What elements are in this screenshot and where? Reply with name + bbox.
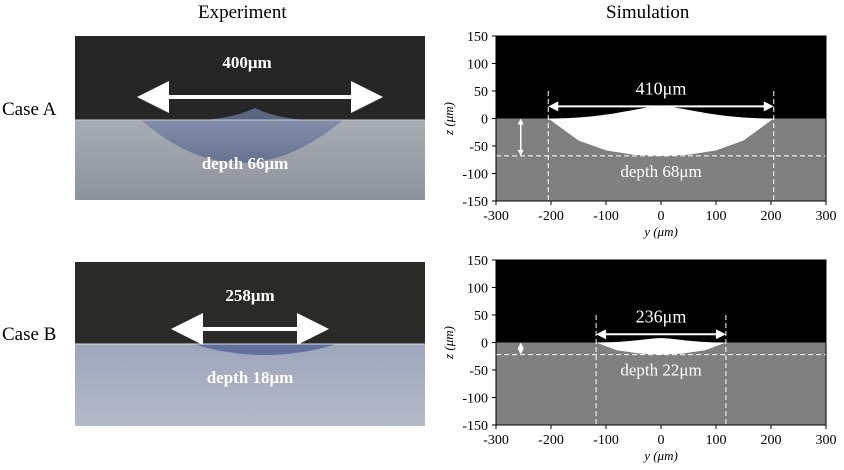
air-region (496, 36, 826, 119)
simulation-width-label: 410μm (636, 78, 687, 98)
experiment-column-title: Experiment (198, 2, 287, 23)
y-tick-label: -50 (469, 140, 488, 155)
y-tick-label: 0 (481, 337, 488, 352)
depth-arrow-top-head (517, 342, 524, 349)
y-tick-label: 50 (474, 85, 488, 100)
y-tick-label: 150 (467, 30, 488, 45)
y-tick-label: -150 (462, 419, 488, 434)
x-axis-label: y (μm) (642, 448, 678, 463)
y-tick-label: 100 (467, 58, 488, 73)
y-tick-label: 0 (481, 113, 488, 128)
melt-pool-shape (596, 338, 726, 355)
x-tick-label: -200 (538, 209, 564, 224)
case-b-label: Case B (2, 324, 57, 345)
simulation-plot-case-b: 236μm depth 22μm 150 100 50 0 -50 -100 -150-300 -… (441, 254, 837, 463)
x-tick-label: 100 (706, 433, 727, 448)
y-tick-label: -100 (462, 392, 488, 407)
x-axis-label: y (μm) (642, 224, 678, 239)
simulation-depth-label: depth 22μm (620, 361, 701, 380)
simulation-width-label: 236μm (636, 306, 687, 326)
x-tick-label: -200 (538, 433, 564, 448)
width-arrow-left-head (548, 101, 559, 112)
x-tick-label: 0 (658, 433, 665, 448)
melt-pool-shape (548, 106, 774, 156)
x-tick-label: -300 (483, 209, 509, 224)
experiment-photo-case-b: 258μm depth 18μm (75, 262, 425, 426)
x-tick-label: -100 (593, 209, 619, 224)
air-region (496, 260, 826, 343)
simulation-column-title: Simulation (606, 2, 690, 23)
y-tick-label: 150 (467, 254, 488, 269)
experiment-width-arrow-case-b (171, 313, 329, 345)
x-tick-label: 300 (816, 433, 837, 448)
width-arrow-right-head (763, 101, 774, 112)
x-tick-label: 0 (658, 209, 665, 224)
depth-arrow-bottom-head (517, 149, 524, 156)
substrate-region (496, 342, 826, 425)
x-tick-label: 300 (816, 209, 837, 224)
simulation-depth-label: depth 68μm (620, 162, 701, 181)
y-axis-label: z (μm) (441, 102, 456, 136)
experiment-photo-case-a: 400μm depth 66μm (75, 36, 425, 200)
x-tick-label: -100 (593, 433, 619, 448)
y-tick-label: -100 (462, 168, 488, 183)
y-tick-label: -50 (469, 364, 488, 379)
experiment-depth-label-case-a: depth 66μm (201, 154, 289, 173)
y-axis-label: z (μm) (441, 326, 456, 360)
x-tick-label: -300 (483, 433, 509, 448)
case-a-label: Case A (2, 99, 57, 120)
experiment-width-arrow-case-a (137, 81, 383, 113)
y-tick-label: 50 (474, 309, 488, 324)
y-tick-label: 100 (467, 282, 488, 297)
depth-arrow-top-head (517, 118, 524, 125)
experiment-width-label-case-a: 400μm (222, 53, 272, 72)
depth-arrow-bottom-head (517, 348, 524, 355)
experiment-depth-label-case-b: depth 18μm (206, 368, 294, 387)
width-arrow-left-head (596, 329, 607, 340)
x-tick-label: 200 (761, 209, 782, 224)
x-tick-label: 200 (761, 433, 782, 448)
y-tick-label: -150 (462, 195, 488, 210)
simulation-plot-case-a: 410μm depth 68μm 150 100 50 0 -50 -100 -150-300 -… (441, 30, 837, 239)
width-arrow-right-head (715, 329, 726, 340)
experiment-width-label-case-b: 258μm (225, 286, 275, 305)
x-tick-label: 100 (706, 209, 727, 224)
